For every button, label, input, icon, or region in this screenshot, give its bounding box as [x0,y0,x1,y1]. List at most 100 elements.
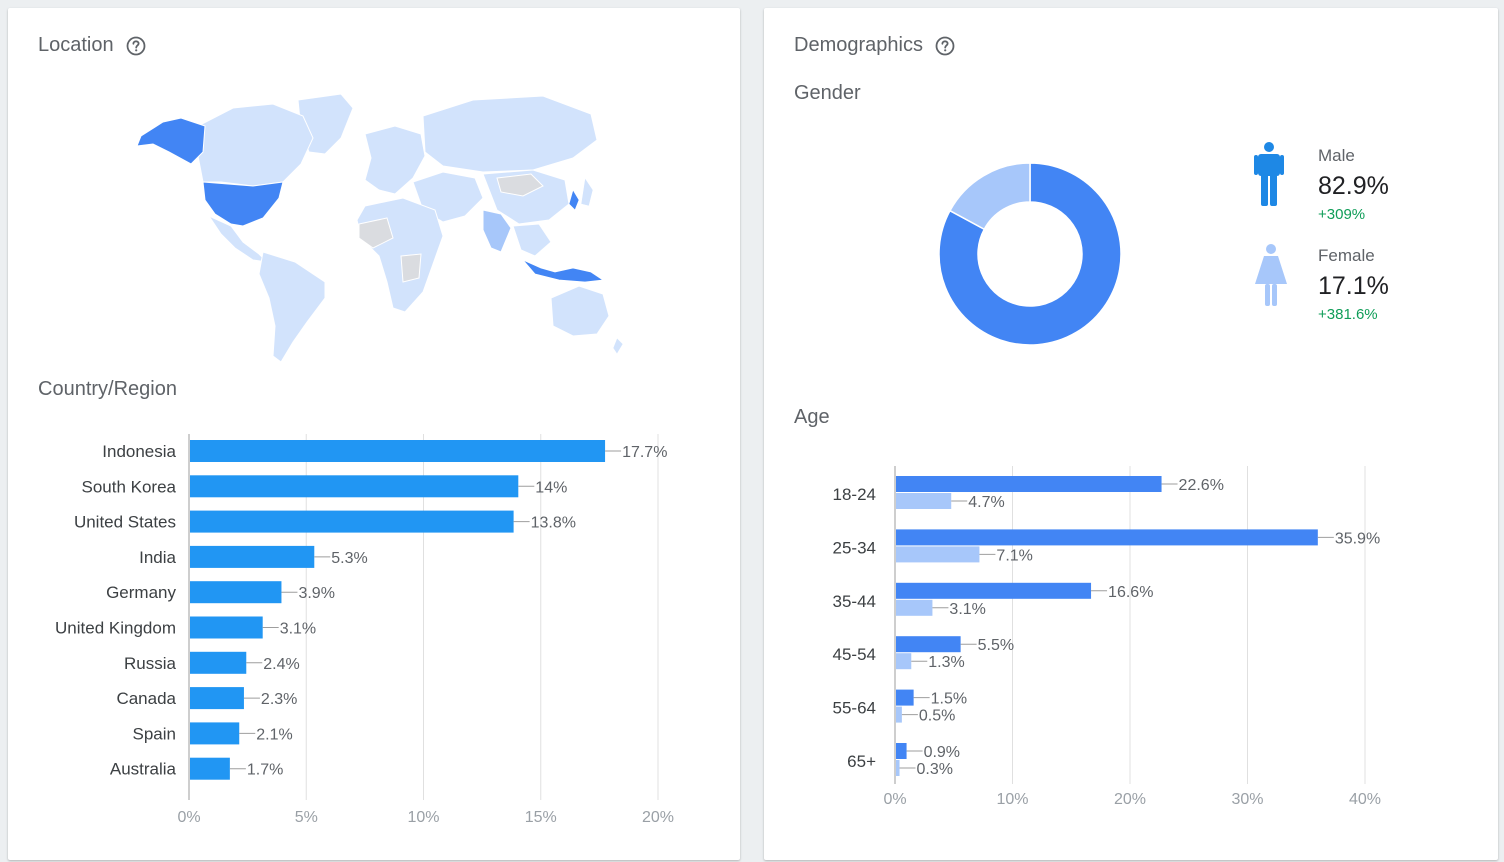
map-south-america[interactable] [258,251,326,363]
location-title: Location [38,34,146,57]
x-tick-label: 5% [295,809,318,826]
age-bar-55-64-2 [896,706,902,723]
category-label-indonesia: Indonesia [102,442,176,461]
category-label-canada: Canada [116,689,176,708]
age-label-55-64: 55-64 [833,699,876,718]
bar-south-korea [190,475,519,498]
age-bar-55-64-1 [896,689,914,706]
help-icon[interactable] [935,36,955,56]
map-africa-nodata[interactable] [358,217,394,249]
bar-germany [190,581,282,604]
age-data-label-35-44-1: 16.6% [1108,584,1153,601]
age-bar-25-34-1 [896,529,1318,546]
map-russia[interactable] [422,95,598,173]
x-tick-label: 30% [1231,791,1263,808]
demographics-card: Demographics Gender Male 82.9% +309% [764,8,1498,860]
male-change: +309% [1318,206,1366,223]
map-mongolia[interactable] [496,173,544,197]
age-label-18-24: 18-24 [833,485,876,504]
data-label-spain: 2.1% [256,726,292,743]
age-bar-45-54-2 [896,653,912,670]
category-label-south-korea: South Korea [81,477,176,496]
data-label-germany: 3.9% [298,585,334,602]
category-label-united-states: United States [74,513,176,532]
age-data-label-65-1: 0.9% [924,744,960,761]
x-tick-label: 0% [177,809,200,826]
category-label-germany: Germany [106,583,176,602]
age-label-35-44: 35-44 [833,592,876,611]
x-tick-label: 20% [642,809,674,826]
age-bar-18-24-2 [896,493,952,509]
age-bar-chart: 0% 10% 20% 30% 40% 18-24 22.6% 4.7% 25-34 35.9% 7.… [833,466,1381,808]
location-card: Location [8,8,740,860]
map-new-zealand[interactable] [612,337,623,355]
gender-donut-chart [938,162,1122,346]
country-region-title: Country/Region [38,378,177,400]
age-bar-35-44-1 [896,582,1092,599]
age-data-label-18-24-1: 22.6% [1179,477,1224,494]
age-bar-45-54-1 [896,636,961,653]
age-data-label-18-24-2: 4.7% [968,494,1004,511]
location-title-text: Location [38,34,114,56]
data-label-united-states: 13.8% [531,515,576,532]
bar-canada [190,687,244,710]
male-label: Male [1318,146,1355,165]
map-south-korea[interactable] [568,189,580,211]
category-label-russia: Russia [124,654,177,673]
map-southeast-asia[interactable] [512,223,552,257]
age-label-65: 65+ [847,752,876,771]
category-label-india: India [139,548,176,567]
demographics-title-text: Demographics [794,34,923,56]
female-percentage: 17.1% [1318,272,1389,300]
x-tick-label: 0% [883,791,906,808]
bar-australia [190,757,230,780]
age-title: Age [794,406,830,428]
age-data-label-55-64-2: 0.5% [919,708,955,725]
map-africa[interactable] [356,197,444,313]
map-australia[interactable] [550,285,610,337]
map-europe[interactable] [364,125,426,195]
female-change: +381.6% [1318,306,1378,323]
data-label-russia: 2.4% [263,656,299,673]
age-data-label-35-44-2: 3.1% [949,601,985,618]
map-alaska[interactable] [136,117,206,165]
age-data-label-25-34-2: 7.1% [996,547,1032,564]
map-central-africa-nodata[interactable] [400,253,422,283]
age-bar-35-44-2 [896,599,933,616]
female-icon [1255,244,1287,306]
data-label-south-korea: 14% [535,479,567,496]
country-bar-chart: 0% 5% 10% 15% 20% Indonesia 17.7% South Korea 14… [55,434,674,826]
x-tick-label: 40% [1349,791,1381,808]
bar-india [190,545,315,568]
age-data-label-45-54-2: 1.3% [928,654,964,671]
bar-spain [190,722,240,745]
age-data-label-45-54-1: 5.5% [978,637,1014,654]
category-label-united-kingdom: United Kingdom [55,619,176,638]
data-label-australia: 1.7% [247,762,283,779]
male-icon [1254,142,1284,206]
x-tick-label: 10% [407,809,439,826]
data-label-indonesia: 17.7% [622,444,667,461]
bar-indonesia [190,440,606,462]
age-data-label-25-34-1: 35.9% [1335,530,1380,547]
x-tick-label: 10% [996,791,1028,808]
help-icon[interactable] [126,36,146,56]
world-map[interactable] [103,86,623,366]
map-canada[interactable] [197,103,314,187]
map-india[interactable] [482,209,512,253]
age-data-label-55-64-1: 1.5% [931,691,967,708]
x-tick-label: 15% [525,809,557,826]
category-label-spain: Spain [133,724,176,743]
bar-united-states [190,510,514,533]
age-bar-65-1 [896,743,907,759]
age-label-45-54: 45-54 [833,645,876,664]
donut-slice-male [938,162,1122,346]
category-label-australia: Australia [110,760,177,779]
bar-united-kingdom [190,616,263,639]
map-united-states[interactable] [202,181,284,227]
female-label: Female [1318,246,1375,265]
map-indonesia[interactable] [522,259,605,283]
gender-title: Gender [794,82,861,104]
map-japan[interactable] [580,177,594,207]
male-percentage: 82.9% [1318,172,1389,200]
